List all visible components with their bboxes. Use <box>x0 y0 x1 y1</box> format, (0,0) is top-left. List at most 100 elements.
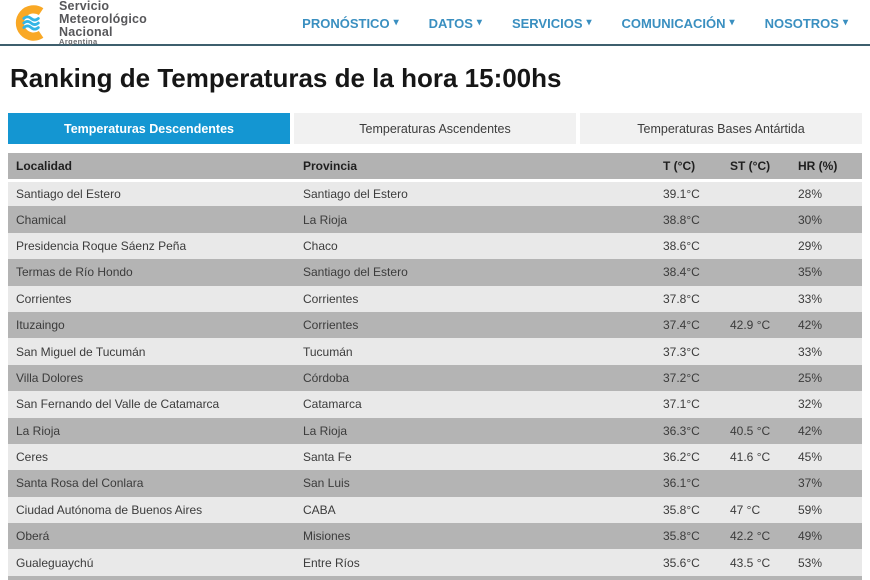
tab-temperaturas-bases-antartida[interactable]: Temperaturas Bases Antártida <box>580 113 862 144</box>
cell-t: 39.1°C <box>663 186 700 201</box>
cell-localidad: Termas de Río Hondo <box>16 265 133 280</box>
cell-t: 38.4°C <box>663 265 700 280</box>
cell-st <box>722 365 790 391</box>
chevron-down-icon: ▾ <box>729 17 735 28</box>
table-row: San Fernando del Valle de Catamarca Catam… <box>8 391 862 418</box>
cell-provincia: CABA <box>303 502 336 517</box>
cell-t: 36.1°C <box>663 476 700 491</box>
cell-st <box>722 391 790 417</box>
table-row: Termas de Río Hondo Santiago del Estero 38… <box>8 259 862 286</box>
table-header-row: Localidad Provincia T (°C) ST (°C) HR (%) <box>8 153 862 182</box>
cell-localidad: La Rioja <box>16 423 61 438</box>
table-row: Santiago del Estero Santiago del Estero 39… <box>8 180 862 207</box>
main-nav: PRONÓSTICO ▾ DATOS ▾ SERVICIOS ▾ COMUNICACIÓN ▾… <box>302 16 856 31</box>
cell-t: 37.2°C <box>663 370 700 385</box>
cell-st: 43.5 °C <box>730 555 771 570</box>
cell-localidad: Santiago del Estero <box>16 186 121 201</box>
chevron-down-icon: ▾ <box>476 17 482 28</box>
cell-localidad: Santa Rosa del Conlara <box>16 476 144 491</box>
nav-item-label: COMUNICACIÓN <box>621 15 726 31</box>
cell-hr: 25% <box>798 370 823 385</box>
cell-st: 42.9 °C <box>730 318 771 333</box>
column-header-st-c: ST (°C) <box>722 153 790 182</box>
brand-line2: Meteorológico <box>59 11 148 26</box>
cell-provincia: Córdoba <box>303 370 350 385</box>
cell-provincia: San Luis <box>303 476 350 491</box>
cell-hr: 59% <box>798 502 823 517</box>
nav-item-pronostico[interactable]: PRONÓSTICO ▾ <box>302 16 398 31</box>
chevron-down-icon: ▾ <box>586 17 592 28</box>
smn-logo[interactable]: Servicio Meteorológico Nacional Argentin… <box>12 0 147 46</box>
cell-t: 37.4°C <box>663 318 700 333</box>
cell-provincia: Entre Ríos <box>303 555 360 570</box>
ranking-table-wrap: Localidad Provincia T (°C) ST (°C) HR (%) Sa… <box>8 153 862 576</box>
cell-hr: 29% <box>798 238 823 253</box>
cell-localidad: Corrientes <box>16 291 72 306</box>
cell-st <box>722 286 790 312</box>
column-header-hr: HR (%) <box>790 153 862 182</box>
tab-temperaturas-descendentes[interactable]: Temperaturas Descendentes <box>8 113 290 144</box>
cell-provincia: Santiago del Estero <box>303 186 408 201</box>
cell-provincia: La Rioja <box>303 212 348 227</box>
cell-t: 38.8°C <box>663 212 700 227</box>
table-row: Santa Rosa del Conlara San Luis 36.1°C 37% <box>8 470 862 497</box>
cell-hr: 30% <box>798 212 823 227</box>
ranking-table: Localidad Provincia T (°C) ST (°C) HR (%) Sa… <box>8 153 862 576</box>
cell-st <box>722 180 790 206</box>
nav-item-servicios[interactable]: SERVICIOS ▾ <box>512 16 592 31</box>
cell-t: 38.6°C <box>663 238 700 253</box>
cell-localidad: Chamical <box>16 212 67 227</box>
table-row: La Rioja La Rioja 36.3°C 40.5 °C 42% <box>8 417 862 444</box>
cell-localidad: Ituzaingo <box>16 318 65 333</box>
cell-hr: 35% <box>798 265 823 280</box>
nav-item-comunicacion[interactable]: COMUNICACIÓN ▾ <box>622 16 735 31</box>
brand-line3: Nacional <box>59 24 113 39</box>
cell-st <box>722 470 790 496</box>
table-row: Ituzaingo Corrientes 37.4°C 42.9 °C 42% <box>8 311 862 339</box>
cell-st <box>722 338 790 364</box>
cell-localidad: San Miguel de Tucumán <box>16 344 146 359</box>
cell-provincia: La Rioja <box>303 423 348 438</box>
cell-localidad: Villa Dolores <box>16 370 84 385</box>
cell-provincia: Corrientes <box>303 318 359 333</box>
cell-t: 37.3°C <box>663 344 700 359</box>
cell-localidad: San Fernando del Valle de Catamarca <box>16 397 220 412</box>
cell-provincia: Tucumán <box>303 344 353 359</box>
cell-t: 35.6°C <box>663 555 700 570</box>
cell-localidad: Ceres <box>16 450 49 465</box>
cell-t: 36.2°C <box>663 450 700 465</box>
cell-t: 35.8°C <box>663 529 700 544</box>
cell-localidad: Oberá <box>16 529 50 544</box>
brand-text: Servicio Meteorológico Nacional Argentin… <box>59 0 147 46</box>
table-row: Ciudad Autónoma de Buenos Aires CABA 35.8°… <box>8 496 862 524</box>
table-row-partial <box>8 575 862 580</box>
column-header-localidad: Localidad <box>8 153 295 182</box>
column-header-t-c: T (°C) <box>655 153 722 182</box>
cell-localidad: Presidencia Roque Sáenz Peña <box>16 238 187 253</box>
cell-hr: 45% <box>798 450 823 465</box>
brand-line1: Servicio <box>59 0 110 14</box>
cell-hr: 33% <box>798 344 823 359</box>
nav-item-nosotros[interactable]: NOSOTROS ▾ <box>765 16 848 31</box>
table-row: Oberá Misiones 35.8°C 42.2 °C 49% <box>8 523 862 550</box>
nav-item-datos[interactable]: DATOS ▾ <box>429 16 482 31</box>
cell-provincia: Misiones <box>303 529 351 544</box>
cell-hr: 49% <box>798 529 823 544</box>
table-body: Santiago del Estero Santiago del Estero 39… <box>8 180 862 576</box>
cell-st: 42.2 °C <box>730 529 771 544</box>
cell-provincia: Chaco <box>303 238 338 253</box>
cell-hr: 33% <box>798 291 823 306</box>
cell-hr: 37% <box>798 476 823 491</box>
site-header: Servicio Meteorológico Nacional Argentin… <box>0 0 870 46</box>
smn-logo-icon <box>15 5 44 41</box>
table-row: Ceres Santa Fe 36.2°C 41.6 °C 45% <box>8 443 862 471</box>
tab-temperaturas-ascendentes[interactable]: Temperaturas Ascendentes <box>294 113 576 144</box>
table-row: Presidencia Roque Sáenz Peña Chaco 38.6°C 2… <box>8 232 862 260</box>
cell-localidad: Ciudad Autónoma de Buenos Aires <box>16 502 203 517</box>
cell-hr: 42% <box>798 318 823 333</box>
cell-t: 36.3°C <box>663 423 700 438</box>
cell-t: 35.8°C <box>663 502 700 517</box>
table-row: Chamical La Rioja 38.8°C 30% <box>8 206 862 233</box>
cell-provincia: Santiago del Estero <box>303 265 408 280</box>
brand-country: Argentina <box>59 37 98 47</box>
